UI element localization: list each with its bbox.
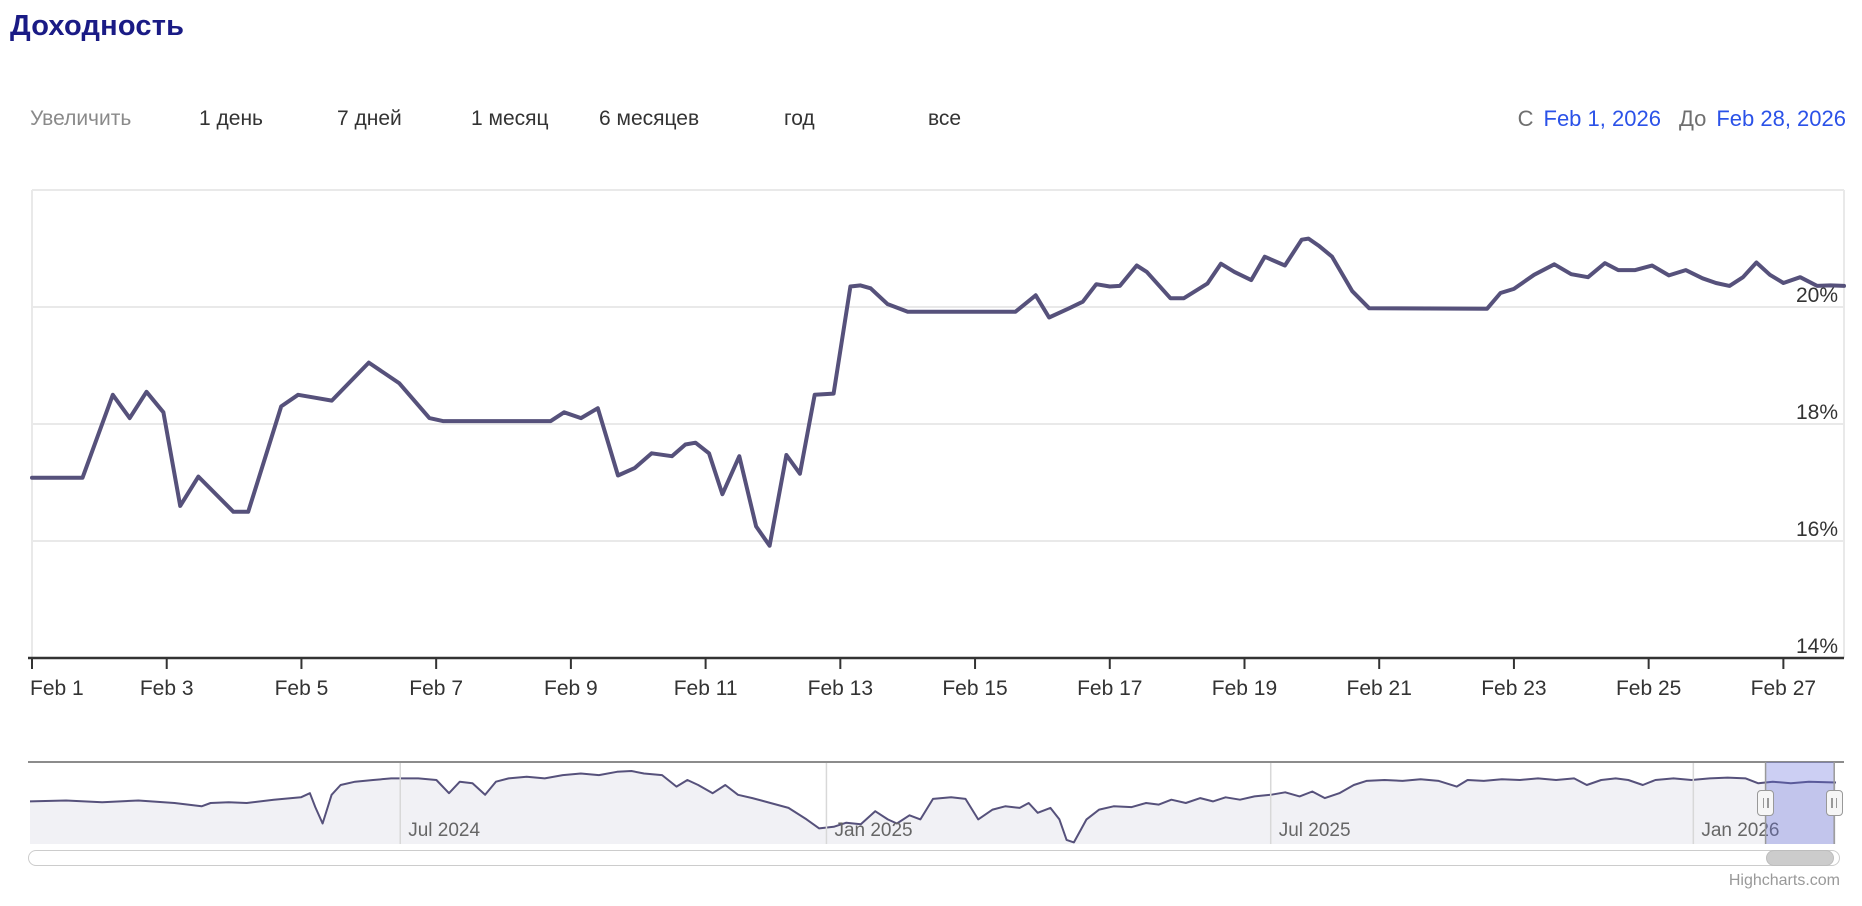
navigator-axis-label: Jan 2026: [1701, 820, 1779, 841]
x-axis-label: Feb 5: [275, 677, 329, 700]
page-title: Доходность: [10, 10, 185, 42]
range-button-1-day[interactable]: 1 день: [199, 107, 263, 130]
date-to-input[interactable]: Feb 28, 2026: [1716, 106, 1846, 131]
navigator-selection-mask[interactable]: [1765, 762, 1835, 844]
y-axis-label: 18%: [1796, 401, 1838, 424]
range-inputs: С Feb 1, 2026 До Feb 28, 2026: [1508, 106, 1846, 132]
x-axis-label: Feb 1: [30, 677, 84, 700]
x-axis-label: Feb 17: [1077, 677, 1142, 700]
range-button-6-months[interactable]: 6 месяцев: [599, 107, 700, 130]
y-axis-label: 16%: [1796, 518, 1838, 541]
scrollbar-thumb[interactable]: [1765, 850, 1835, 866]
date-from-input[interactable]: Feb 1, 2026: [1543, 106, 1661, 131]
range-button-1-month[interactable]: 1 месяц: [471, 107, 549, 130]
x-axis-label: Feb 23: [1481, 677, 1546, 700]
navigator-line: [29, 770, 1837, 844]
navigator-axis-label: Jul 2025: [1279, 820, 1351, 841]
x-axis-label: Feb 13: [808, 677, 873, 700]
navigator-left-handle[interactable]: [1757, 790, 1775, 816]
x-axis-label: Feb 21: [1347, 677, 1412, 700]
x-axis-label: Feb 25: [1616, 677, 1681, 700]
x-axis-label: Feb 9: [544, 677, 598, 700]
y-axis-label: 20%: [1796, 284, 1838, 307]
y-axis-label: 14%: [1796, 635, 1838, 658]
x-axis-label: Feb 19: [1212, 677, 1277, 700]
navigator-axis-label: Jan 2025: [834, 820, 912, 841]
navigator-area: [30, 771, 1836, 844]
date-from-label: С: [1517, 106, 1534, 131]
series-line[interactable]: [30, 236, 1846, 548]
x-axis-label: Feb 27: [1751, 677, 1816, 700]
x-axis-label: Feb 11: [674, 677, 738, 700]
x-axis-label: Feb 3: [140, 677, 194, 700]
scrollbar-track[interactable]: [28, 850, 1840, 866]
range-button-year[interactable]: год: [784, 107, 815, 130]
x-axis-label: Feb 15: [942, 677, 1007, 700]
x-axis-label: Feb 7: [409, 677, 463, 700]
range-button-all[interactable]: все: [928, 107, 962, 130]
highcharts-credits: Highcharts.com: [1728, 872, 1840, 889]
range-button-7-days[interactable]: 7 дней: [337, 107, 402, 130]
date-to-label: До: [1678, 106, 1707, 131]
navigator-axis-label: Jul 2024: [408, 820, 480, 841]
range-selector-zoom-label: Увеличить: [30, 107, 132, 130]
navigator-right-handle[interactable]: [1825, 790, 1843, 816]
